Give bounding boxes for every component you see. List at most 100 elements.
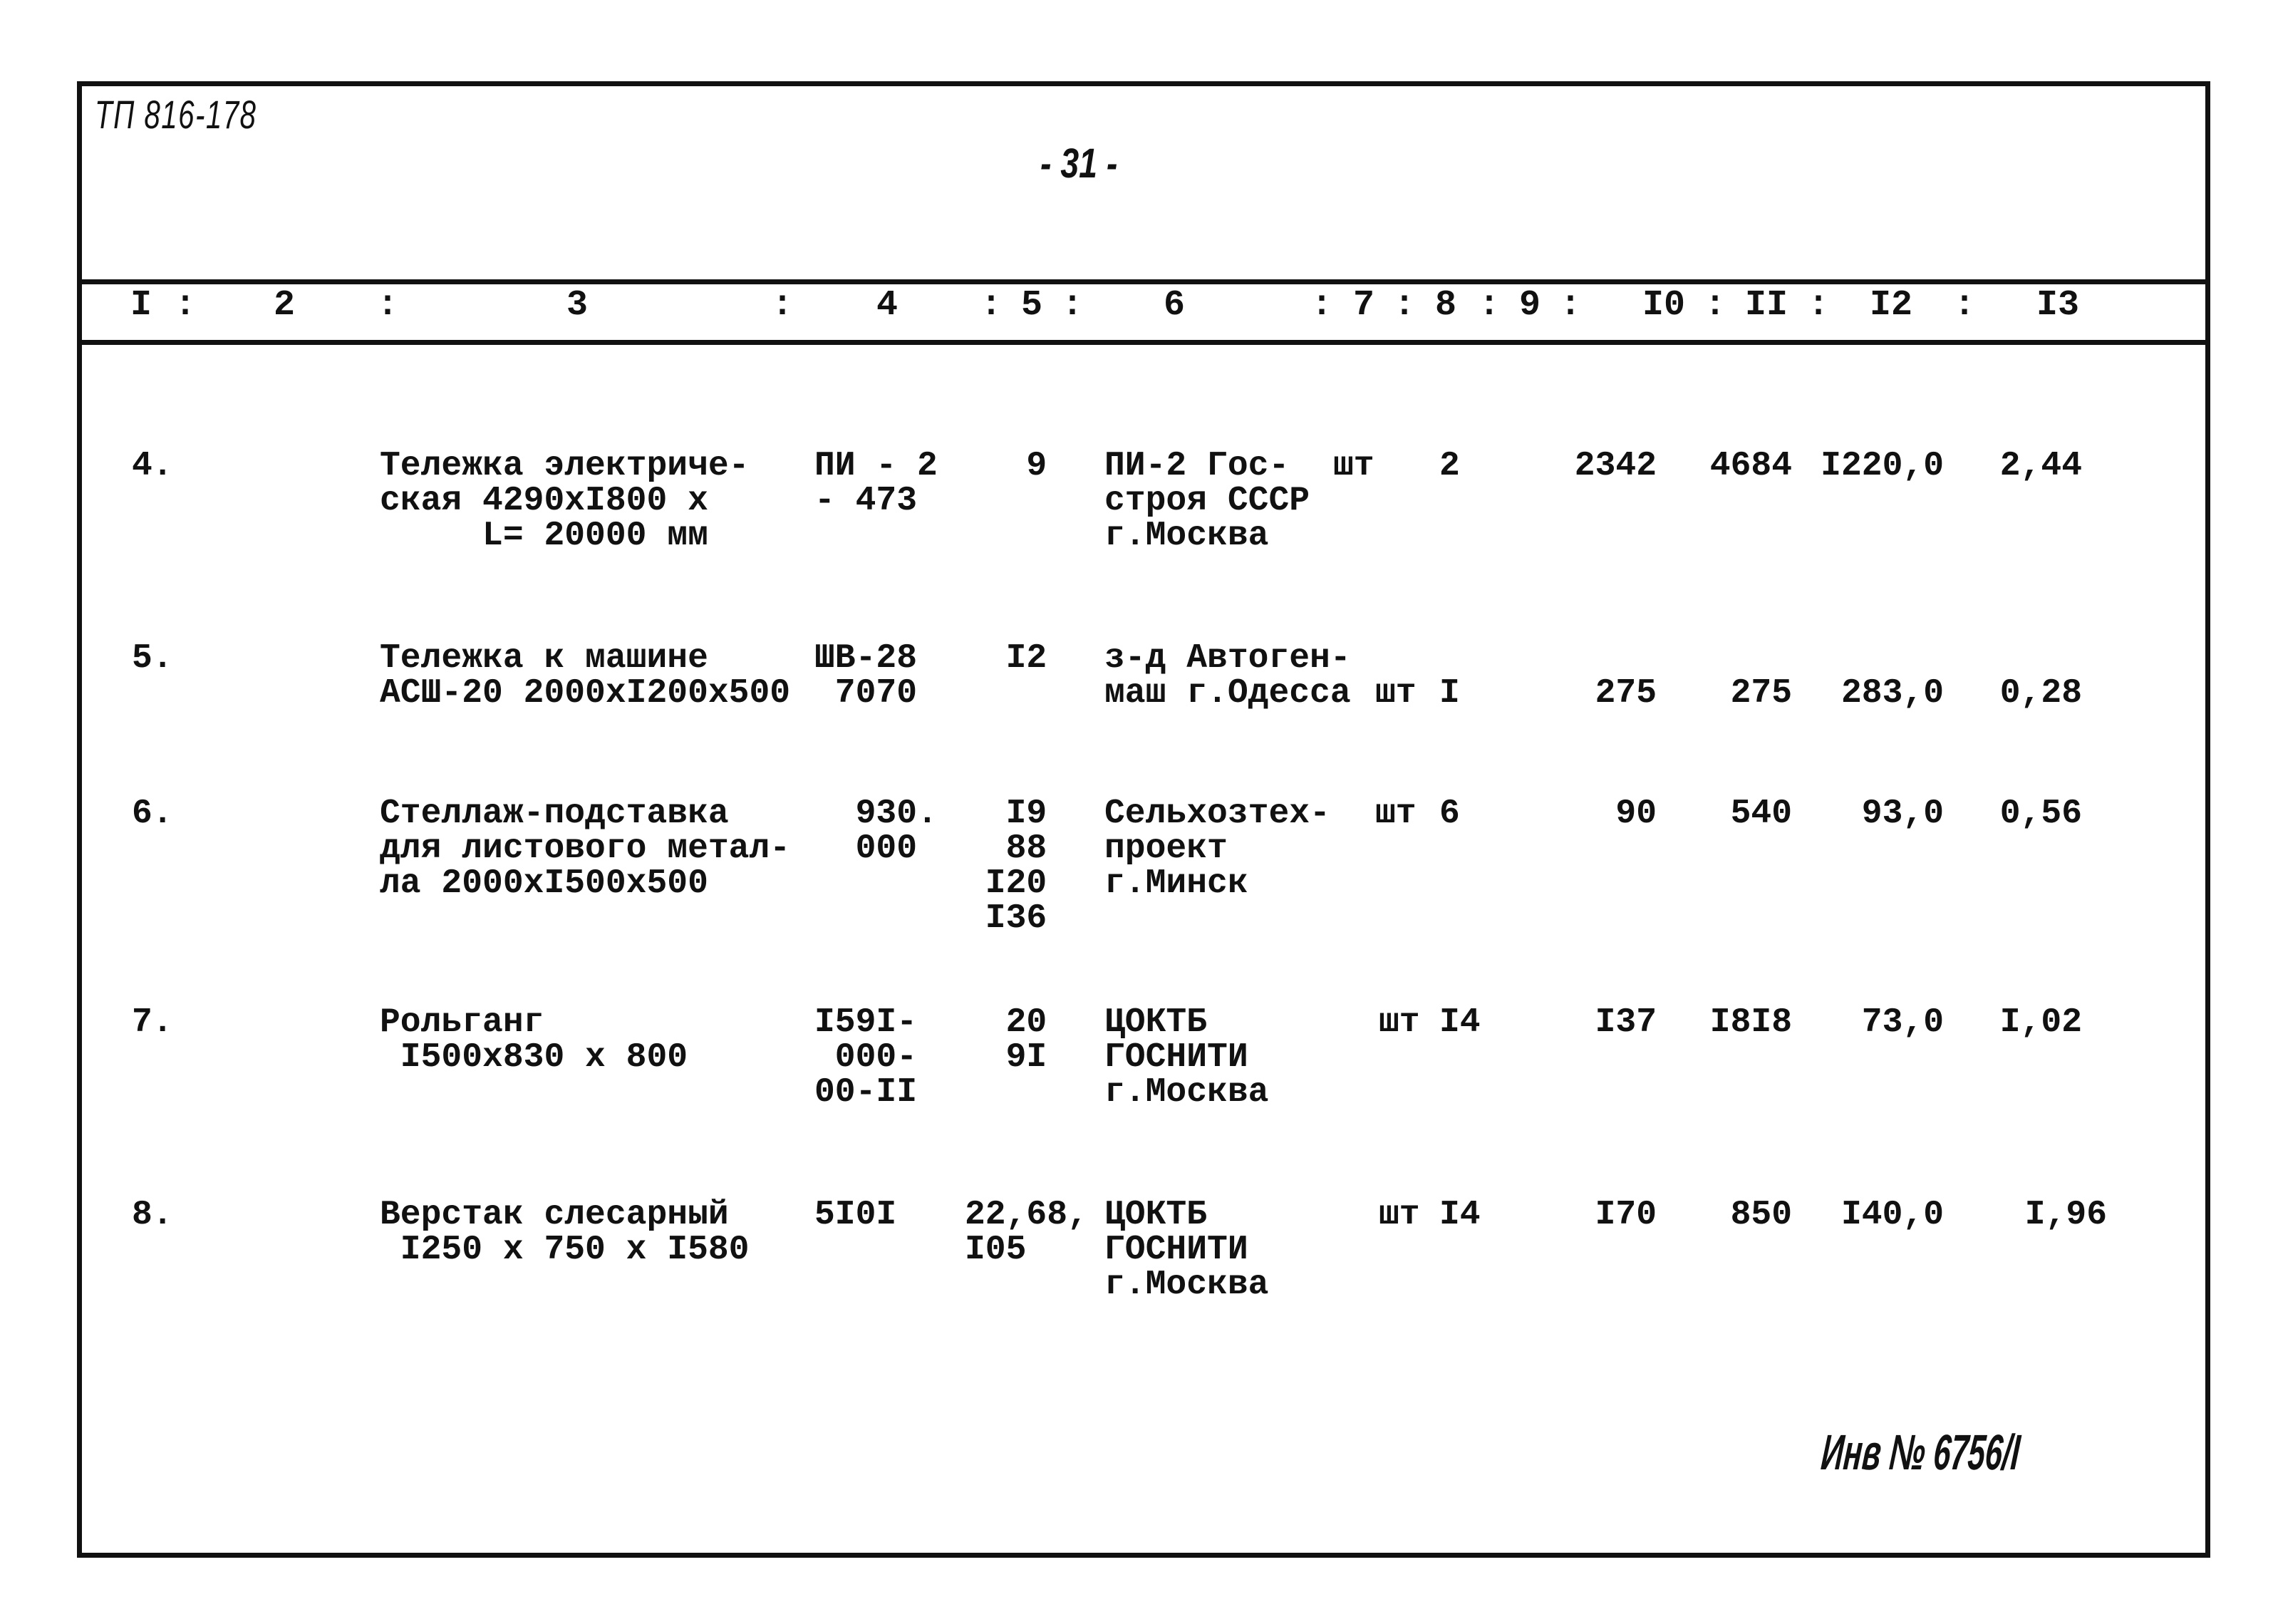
supplier-line: Сельхозтех- <box>1104 795 1330 833</box>
col5-line: 9I <box>965 1038 1047 1077</box>
row-number: 6. <box>132 795 173 833</box>
row-number: 7. <box>132 1003 173 1042</box>
unit: шт <box>1333 447 1374 485</box>
supplier-line: г.Москва <box>1104 1266 1269 1304</box>
total-price: 540 <box>1730 795 1792 833</box>
item-name-line: Тележка к машине <box>380 639 708 678</box>
header-rule-bottom <box>77 340 2210 345</box>
supplier-line: г.Москва <box>1104 1073 1269 1112</box>
weight: 283,0 <box>1840 674 1944 713</box>
col5-line: 20 <box>965 1003 1047 1042</box>
column-number-3: 3 <box>566 285 589 326</box>
item-code-line: 5I0I <box>814 1196 897 1234</box>
header-rule-top <box>77 279 2210 284</box>
total-price: I8I8 <box>1709 1003 1792 1042</box>
unit-price: I37 <box>1595 1003 1657 1042</box>
column-number-11: II <box>1744 285 1788 326</box>
col13-value: 0,56 <box>1999 795 2082 833</box>
supplier-line: г.Минск <box>1104 864 1248 903</box>
item-name-line: АСШ-20 2000хI200х500 <box>380 674 791 713</box>
quantity: 2 <box>1439 447 1460 485</box>
column-separator: : <box>980 285 1003 326</box>
row-number: 4. <box>132 447 173 485</box>
column-separator: : <box>1953 285 1976 326</box>
column-separator: : <box>771 285 794 326</box>
column-separator: : <box>1704 285 1726 326</box>
item-name-line: I500х830 х 800 <box>380 1038 688 1077</box>
supplier-line: г.Москва <box>1104 517 1269 555</box>
column-number-1: I <box>130 285 152 326</box>
unit-price: 90 <box>1615 795 1657 833</box>
column-separator: : <box>1807 285 1830 326</box>
supplier-line: ЦОКТБ <box>1104 1003 1208 1042</box>
supplier-line: маш г.Одесса <box>1104 674 1351 713</box>
unit: шт <box>1379 1196 1420 1234</box>
item-name-line: Верстак слесарный <box>380 1196 729 1234</box>
item-code-line: 00-II <box>814 1073 918 1112</box>
col13-value: 2,44 <box>1999 447 2082 485</box>
unit: шт <box>1379 1003 1420 1042</box>
page-frame <box>77 81 2210 1558</box>
column-separator: : <box>376 285 399 326</box>
column-number-4: 4 <box>876 285 899 326</box>
column-number-13: I3 <box>2036 285 2080 326</box>
quantity: 6 <box>1439 795 1460 833</box>
weight: I40,0 <box>1840 1196 1944 1234</box>
col5-line: I20 <box>965 864 1047 903</box>
weight: 73,0 <box>1861 1003 1944 1042</box>
column-number-7: 7 <box>1352 285 1375 326</box>
item-code-line: - 473 <box>814 482 918 520</box>
col5-line: I9 <box>965 795 1047 833</box>
col5-line: I36 <box>965 899 1047 938</box>
item-name-line: I250 х 750 х I580 <box>380 1231 750 1269</box>
item-name-line: Стеллаж-подставка <box>380 795 729 833</box>
supplier-line: строя СССР <box>1104 482 1310 520</box>
item-code-line: 000- <box>814 1038 918 1077</box>
column-separator: : <box>1559 285 1582 326</box>
column-number-5: 5 <box>1020 285 1043 326</box>
col13-value: 0,28 <box>1999 674 2082 713</box>
row-number: 8. <box>132 1196 173 1234</box>
supplier-line: з-д Автоген- <box>1104 639 1351 678</box>
column-separator: : <box>1478 285 1501 326</box>
unit-price: 2342 <box>1574 447 1657 485</box>
column-number-10: I0 <box>1642 285 1686 326</box>
col5-line: I05 <box>965 1231 1027 1269</box>
item-code-line: 7070 <box>814 674 918 713</box>
total-price: 275 <box>1730 674 1792 713</box>
column-separator: : <box>1310 285 1333 326</box>
supplier-line: ГОСНИТИ <box>1104 1231 1248 1269</box>
col13-value: I,96 <box>2024 1196 2107 1234</box>
column-separator: : <box>1061 285 1084 326</box>
supplier-line: проект <box>1104 829 1228 868</box>
document-code: ТП 816-178 <box>95 92 257 137</box>
column-number-8: 8 <box>1434 285 1457 326</box>
unit-price: I70 <box>1595 1196 1657 1234</box>
column-separator: : <box>174 285 197 326</box>
page-number: - 31 - <box>1040 140 1118 187</box>
col13-value: I,02 <box>1999 1003 2082 1042</box>
unit: шт <box>1375 795 1417 833</box>
item-code-line: ПИ - 2 <box>814 447 938 485</box>
supplier-line: ЦОКТБ <box>1104 1196 1208 1234</box>
col5-line: 9 <box>965 447 1047 485</box>
item-name-line: L= 20000 мм <box>380 517 708 555</box>
column-number-12: I2 <box>1869 285 1913 326</box>
supplier-line: ГОСНИТИ <box>1104 1038 1248 1077</box>
quantity: I4 <box>1439 1003 1481 1042</box>
item-name-line: Рольганг <box>380 1003 544 1042</box>
item-name-line: для листового метал- <box>380 829 791 868</box>
item-code-line: ШВ-28 <box>814 639 918 678</box>
item-name-line: Тележка электриче- <box>380 447 750 485</box>
col5-line: I2 <box>965 639 1047 678</box>
column-number-9: 9 <box>1518 285 1541 326</box>
total-price: 4684 <box>1709 447 1792 485</box>
weight: 93,0 <box>1861 795 1944 833</box>
item-code-line: 000 <box>814 829 918 868</box>
inventory-stamp: Инв № 6756/I <box>1819 1424 2023 1480</box>
row-number: 5. <box>132 639 173 678</box>
item-code-line: 930. <box>814 795 938 833</box>
unit: шт <box>1375 674 1417 713</box>
quantity: I4 <box>1439 1196 1481 1234</box>
quantity: I <box>1439 674 1460 713</box>
